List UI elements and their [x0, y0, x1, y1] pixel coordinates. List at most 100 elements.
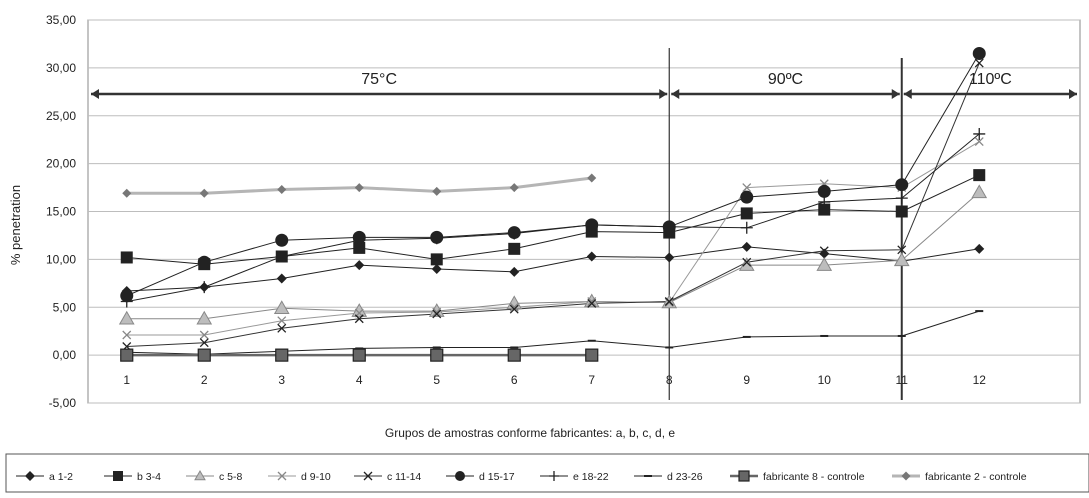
data-point [197, 255, 211, 269]
data-point [817, 184, 831, 198]
x-tick-label: 12 [973, 373, 987, 387]
legend-marker [549, 471, 559, 481]
legend-label: fabricante 2 - controle [925, 471, 1027, 483]
legend-label: d 15-17 [479, 471, 515, 483]
series-line [126, 62, 980, 347]
legend-marker [738, 470, 750, 482]
region-label: 90ºC [768, 71, 803, 88]
data-point [740, 207, 753, 220]
data-point [432, 307, 442, 317]
y-tick-label: 15,00 [46, 205, 76, 219]
data-point [819, 246, 829, 256]
data-point [819, 248, 830, 259]
series-line [126, 246, 980, 292]
legend-label: d 23-26 [667, 471, 703, 483]
data-point [509, 266, 520, 277]
legend-item: d 23-26 [634, 471, 703, 483]
data-point [277, 323, 287, 333]
x-tick-label: 4 [356, 373, 363, 387]
data-point [971, 184, 988, 199]
data-point [508, 242, 521, 255]
data-point [818, 195, 831, 208]
series-line [126, 141, 980, 336]
data-point [895, 192, 908, 205]
data-point [509, 183, 519, 193]
data-point [432, 309, 442, 319]
data-point [973, 127, 986, 140]
x-tick-label: 6 [511, 373, 518, 387]
data-point [816, 257, 833, 271]
legend-label: a 1-2 [49, 471, 73, 483]
series-line [126, 191, 980, 320]
x-tick-label: 1 [123, 373, 130, 387]
data-point [740, 190, 754, 204]
data-point [197, 348, 211, 362]
arrowhead-right [891, 89, 900, 99]
data-point [354, 183, 364, 193]
legend-marker [194, 469, 206, 481]
data-point [275, 250, 288, 263]
x-tick-label: 7 [588, 373, 595, 387]
legend-label: e 18-22 [573, 471, 609, 483]
data-point [275, 233, 289, 247]
y-tick-label: 30,00 [46, 61, 76, 75]
legend-item: d 9-10 [268, 471, 331, 483]
data-point [276, 273, 287, 284]
arrowhead-right [1069, 89, 1077, 99]
x-tick-label: 10 [818, 373, 832, 387]
legend-label: c 11-14 [387, 471, 421, 483]
legend-label: d 9-10 [301, 471, 331, 483]
legend-item: fabricante 2 - controle [892, 471, 1027, 483]
data-point [897, 245, 907, 255]
series-line [126, 174, 980, 265]
region-label: 110ºC [969, 71, 1012, 88]
data-point [507, 348, 521, 362]
data-point [353, 234, 366, 247]
data-point [818, 203, 831, 216]
data-point [974, 58, 984, 68]
y-axis-title: % penetration [8, 185, 23, 265]
series-line [126, 133, 980, 302]
series-markers [118, 47, 988, 362]
data-point [585, 218, 598, 231]
data-point [664, 252, 675, 263]
y-tick-label: 35,00 [46, 13, 76, 27]
data-point [664, 297, 674, 306]
y-tick-label: 10,00 [46, 252, 76, 266]
x-tick-label: 2 [201, 373, 208, 387]
y-tick-label: 5,00 [53, 300, 77, 314]
y-tick-label: -5,00 [49, 396, 77, 410]
data-point [120, 295, 133, 308]
data-point [430, 253, 443, 266]
data-point [431, 263, 442, 274]
x-tick-label: 9 [743, 373, 750, 387]
data-point [199, 188, 209, 198]
data-point [273, 300, 290, 314]
arrowhead-right [659, 89, 668, 99]
data-point [354, 260, 365, 271]
legend-item: a 1-2 [16, 471, 73, 483]
arrowhead-left [91, 89, 99, 99]
data-point [354, 314, 364, 324]
data-point [120, 348, 134, 362]
data-point [277, 184, 287, 194]
y-tick-label: 25,00 [46, 109, 76, 123]
data-point [972, 47, 986, 61]
legend: a 1-2 b 3-4 c 5-8 d 9-10 c 11-14 d 15-17 e 18-… [16, 469, 1027, 483]
series-line [126, 310, 980, 355]
y-tick-label: 0,00 [53, 348, 77, 362]
data-point [587, 297, 597, 306]
data-point [742, 183, 752, 193]
arrowhead-left [671, 89, 680, 99]
data-point [122, 330, 132, 340]
data-point [430, 232, 443, 245]
legend-marker [25, 471, 35, 481]
data-point [509, 302, 519, 312]
legend-item: e 18-22 [540, 471, 609, 483]
data-point [585, 348, 599, 362]
data-point [196, 310, 213, 325]
legend-item: fabricante 8 - controle [730, 470, 865, 483]
legend-marker [277, 471, 287, 481]
data-point [742, 257, 752, 267]
